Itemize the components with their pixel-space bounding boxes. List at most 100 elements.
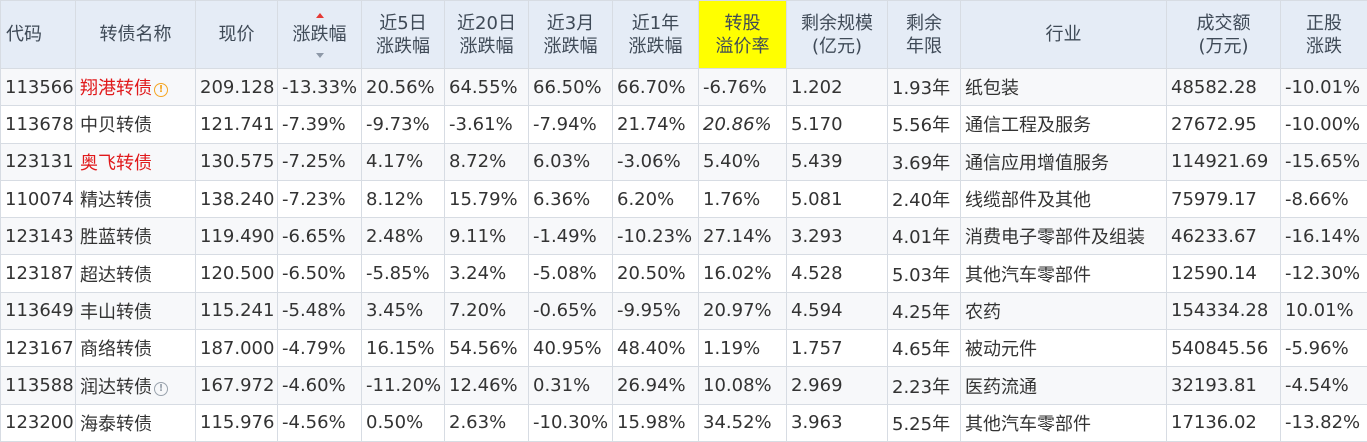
- col-header-premium-line1: 转股: [724, 12, 761, 34]
- bond-name-link[interactable]: 精达转债: [75, 179, 196, 219]
- table-row[interactable]: 110074 精达转债 138.240 -7.23% 8.12% 15.79% 6.36% 6…: [0, 179, 1367, 219]
- cell-chg20d: 12.46%: [444, 366, 529, 405]
- table-body: 113566 翔港转债! 209.128 -13.33% 20.56% 64.55% 66.…: [0, 67, 1367, 442]
- bond-name-link[interactable]: 胜蓝转债: [75, 217, 196, 256]
- col-header-term[interactable]: 剩余 年限: [887, 0, 961, 69]
- bond-name-link[interactable]: 海泰转债: [75, 403, 196, 442]
- bond-name-text: 丰山转债: [80, 301, 152, 323]
- cell-chg20d: 9.11%: [444, 217, 529, 256]
- cell-industry: 被动元件: [960, 329, 1167, 368]
- cell-chg20d: -3.61%: [444, 105, 529, 144]
- bond-name-text: 润达转债: [80, 376, 152, 398]
- cell-premium: 20.86%: [698, 105, 787, 144]
- table-row[interactable]: 113649 丰山转债 115.241 -5.48% 3.45% 7.20% -0.65% -…: [0, 291, 1367, 331]
- cell-term: 4.25年: [887, 291, 961, 331]
- cell-stock: -10.01%: [1280, 67, 1367, 107]
- bond-name-text: 商络转债: [80, 339, 152, 361]
- col-header-scale[interactable]: 剩余规模 (亿元): [786, 0, 888, 69]
- cell-change: -4.60%: [277, 366, 362, 405]
- cell-change: -6.65%: [277, 217, 362, 256]
- col-header-chg5d[interactable]: 近5日 涨跌幅: [361, 0, 445, 69]
- cell-change: -6.50%: [277, 254, 362, 293]
- cell-industry: 通信应用增值服务: [960, 142, 1167, 181]
- col-header-industry[interactable]: 行业: [960, 0, 1167, 69]
- cell-chg5d: 8.12%: [361, 179, 445, 219]
- bond-code-link[interactable]: 113566: [0, 67, 76, 107]
- cell-chg3m: -0.65%: [528, 291, 613, 331]
- cell-price: 115.976: [195, 403, 278, 442]
- bond-name-link[interactable]: 润达转债!: [75, 366, 196, 405]
- bond-code-link[interactable]: 113649: [0, 291, 76, 331]
- cell-chg20d: 8.72%: [444, 142, 529, 181]
- cell-scale: 5.170: [786, 105, 888, 144]
- cell-price: 130.575: [195, 142, 278, 181]
- bond-code-link[interactable]: 123167: [0, 329, 76, 368]
- cell-stock: -15.65%: [1280, 142, 1367, 181]
- cell-change: -7.23%: [277, 179, 362, 219]
- bond-name-link[interactable]: 翔港转债!: [75, 67, 196, 107]
- table-row[interactable]: 113566 翔港转债! 209.128 -13.33% 20.56% 64.55% 66.…: [0, 67, 1367, 107]
- cell-chg1y: 20.50%: [612, 254, 699, 293]
- col-header-chg1y-line2: 涨跌幅: [628, 35, 683, 57]
- bond-code-link[interactable]: 113678: [0, 105, 76, 144]
- cell-change: -13.33%: [277, 67, 362, 107]
- cell-premium: 1.19%: [698, 329, 787, 368]
- table-row[interactable]: 113678 中贝转债 121.741 -7.39% -9.73% -3.61% -7.94…: [0, 105, 1367, 144]
- table-row[interactable]: 123143 胜蓝转债 119.490 -6.65% 2.48% 9.11% -1.49% -…: [0, 217, 1367, 256]
- col-header-chg5d-line1: 近5日: [379, 12, 427, 34]
- cell-chg3m: 40.95%: [528, 329, 613, 368]
- bond-name-link[interactable]: 奥飞转债: [75, 142, 196, 181]
- table-row[interactable]: 113588 润达转债! 167.972 -4.60% -11.20% 12.46% 0.3…: [0, 366, 1367, 405]
- cell-term: 3.69年: [887, 142, 961, 181]
- cell-scale: 1.202: [786, 67, 888, 107]
- col-header-amount[interactable]: 成交额 (万元): [1166, 0, 1281, 69]
- bond-name-text: 奥飞转债: [80, 152, 152, 174]
- cell-chg1y: -3.06%: [612, 142, 699, 181]
- cell-chg5d: 2.48%: [361, 217, 445, 256]
- cell-chg3m: 6.03%: [528, 142, 613, 181]
- bond-code-link[interactable]: 110074: [0, 179, 76, 219]
- col-header-code[interactable]: 代码: [0, 0, 76, 69]
- col-header-chg1y[interactable]: 近1年 涨跌幅: [612, 0, 699, 69]
- header-row: 代码 转债名称 现价 涨跌幅 近5日 涨跌幅 近20日 涨跌幅 近3月 涨跌幅 近1年…: [0, 0, 1367, 69]
- col-header-term-line2: 年限: [906, 35, 942, 57]
- info-icon[interactable]: !: [154, 381, 168, 396]
- col-header-term-line1: 剩余: [906, 12, 942, 34]
- bond-code-link[interactable]: 123200: [0, 403, 76, 442]
- bond-name-link[interactable]: 中贝转债: [75, 105, 196, 144]
- cell-amount: 17136.02: [1166, 403, 1281, 442]
- bond-code-link[interactable]: 113588: [0, 366, 76, 405]
- warning-icon[interactable]: !: [154, 83, 168, 98]
- col-header-chg20d-line1: 近20日: [457, 12, 516, 34]
- cell-amount: 75979.17: [1166, 179, 1281, 219]
- bond-code-link[interactable]: 123187: [0, 254, 76, 293]
- table-row[interactable]: 123187 超达转债 120.500 -6.50% -5.85% 3.24% -5.08%…: [0, 254, 1367, 293]
- table-row[interactable]: 123167 商络转债 187.000 -4.79% 16.15% 54.56% 40.95…: [0, 329, 1367, 368]
- bond-name-text: 胜蓝转债: [80, 227, 152, 249]
- cell-term: 5.56年: [887, 105, 961, 144]
- cell-chg1y: -10.23%: [612, 217, 699, 256]
- bond-name-link[interactable]: 超达转债: [75, 254, 196, 293]
- cell-chg3m: 66.50%: [528, 67, 613, 107]
- cell-industry: 其他汽车零部件: [960, 254, 1167, 293]
- bond-name-link[interactable]: 丰山转债: [75, 291, 196, 331]
- col-header-stock[interactable]: 正股 涨跌: [1280, 0, 1367, 69]
- cell-chg20d: 15.79%: [444, 179, 529, 219]
- col-header-name[interactable]: 转债名称: [75, 0, 196, 69]
- table-row[interactable]: 123131 奥飞转债 130.575 -7.25% 4.17% 8.72% 6.03% -3…: [0, 142, 1367, 181]
- bond-code-link[interactable]: 123131: [0, 142, 76, 181]
- bond-code-link[interactable]: 123143: [0, 217, 76, 256]
- bond-name-link[interactable]: 商络转债: [75, 329, 196, 368]
- cell-price: 209.128: [195, 67, 278, 107]
- col-header-price[interactable]: 现价: [195, 0, 278, 69]
- col-header-premium[interactable]: 转股 溢价率: [698, 0, 787, 69]
- cell-price: 121.741: [195, 105, 278, 144]
- col-header-chg3m[interactable]: 近3月 涨跌幅: [528, 0, 613, 69]
- cell-chg1y: 15.98%: [612, 403, 699, 442]
- cell-change: -5.48%: [277, 291, 362, 331]
- col-header-chg20d[interactable]: 近20日 涨跌幅: [444, 0, 529, 69]
- bond-name-text: 海泰转债: [80, 413, 152, 435]
- bond-name-text: 中贝转债: [80, 115, 152, 137]
- col-header-change[interactable]: 涨跌幅: [277, 0, 362, 69]
- table-row[interactable]: 123200 海泰转债 115.976 -4.56% 0.50% 2.63% -10.30%…: [0, 403, 1367, 442]
